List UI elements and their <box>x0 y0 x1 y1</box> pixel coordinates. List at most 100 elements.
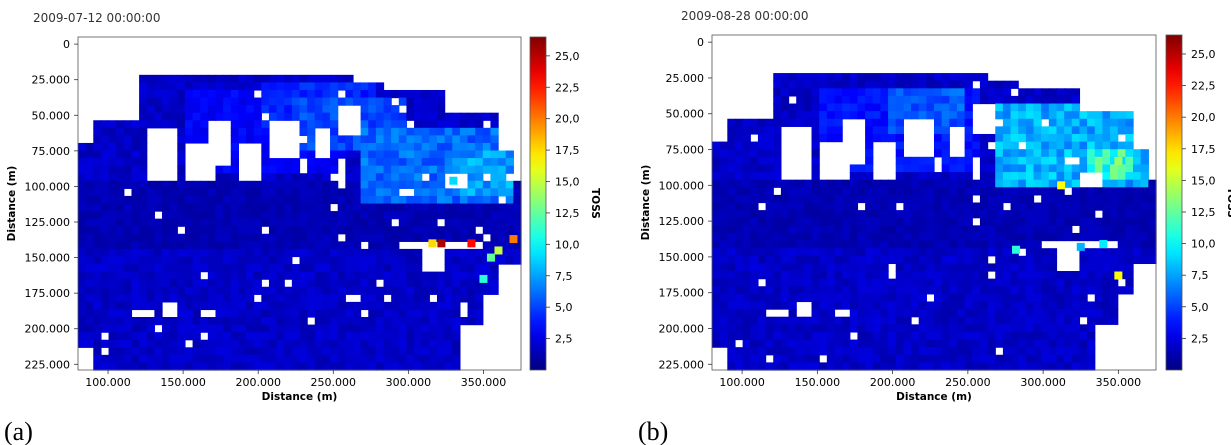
heatmap-cell <box>1048 88 1058 97</box>
heatmap-cell <box>1033 232 1042 242</box>
heatmap-cell <box>238 324 247 333</box>
heatmap-cell <box>995 309 1004 318</box>
heatmap-cell <box>888 179 897 188</box>
heatmap-cell <box>1064 149 1073 158</box>
heatmap-cell <box>345 226 354 235</box>
heatmap-cell <box>956 111 966 120</box>
heatmap-cell <box>330 362 339 371</box>
heatmap-cell <box>414 264 423 273</box>
heatmap-cell <box>1056 301 1065 310</box>
heatmap-cell <box>872 73 882 82</box>
heatmap-cell <box>1018 293 1027 303</box>
heatmap-cell <box>139 347 148 356</box>
heatmap-cell <box>513 188 522 197</box>
heatmap-cell <box>1148 225 1157 234</box>
heatmap-cell <box>375 354 385 364</box>
heatmap-cell <box>712 286 721 295</box>
heatmap-cell <box>757 339 767 348</box>
heatmap-cell <box>757 286 767 295</box>
heatmap-cell <box>78 195 87 205</box>
heatmap-cell <box>215 309 224 318</box>
heatmap-cell <box>375 89 385 99</box>
heatmap-cell <box>995 255 1004 265</box>
heatmap-cell <box>192 89 201 99</box>
heatmap-cell <box>398 150 408 159</box>
heatmap-cell <box>131 203 140 212</box>
heatmap-cell <box>773 88 782 97</box>
heatmap-cell <box>307 112 316 121</box>
heatmap-cell <box>1102 111 1111 120</box>
heatmap-cell <box>314 89 324 99</box>
heatmap-cell <box>895 263 904 272</box>
x-axis-label: Distance (m) <box>896 391 972 403</box>
colorbar-tick-label: 20,0 <box>1191 111 1216 124</box>
heatmap-cell <box>123 317 133 326</box>
heatmap-cell <box>1148 232 1157 242</box>
heatmap-cell <box>742 149 751 158</box>
heatmap-cell <box>834 202 843 211</box>
heatmap-cell <box>375 195 385 205</box>
heatmap-cell <box>865 118 874 127</box>
heatmap-cell <box>1048 263 1058 272</box>
heatmap-cell <box>398 97 408 106</box>
heatmap-cell <box>834 95 843 105</box>
heatmap-cell <box>941 293 950 303</box>
heatmap-cell <box>162 233 171 242</box>
heatmap-cell <box>796 339 805 348</box>
heatmap-cell <box>139 89 148 99</box>
heatmap-cell <box>421 294 430 303</box>
heatmap-cell <box>276 248 285 258</box>
heatmap-cell <box>490 233 499 242</box>
heatmap-cell <box>888 339 897 348</box>
heatmap-cell <box>1002 172 1012 181</box>
heatmap-cell <box>414 127 423 136</box>
heatmap-cell <box>482 248 492 258</box>
heatmap-cell <box>941 248 950 257</box>
heatmap-cell <box>116 142 125 152</box>
heatmap-cell <box>93 158 102 167</box>
heatmap-cell <box>154 347 163 356</box>
heatmap-cell <box>414 347 423 356</box>
heatmap-cell <box>299 120 308 129</box>
heatmap-cell <box>949 210 958 219</box>
heatmap-cell <box>1148 194 1157 204</box>
heatmap-cell <box>857 210 866 219</box>
heatmap-cell <box>177 173 186 182</box>
heatmap-cell <box>162 339 171 348</box>
heatmap-cell <box>429 173 438 182</box>
heatmap-cell <box>169 211 178 220</box>
heatmap-cell <box>949 194 958 204</box>
heatmap-cell <box>1002 156 1012 166</box>
heatmap-cell <box>307 271 316 280</box>
heatmap-cell <box>1025 141 1035 150</box>
colorbar-tick-label: 15,0 <box>1191 174 1216 187</box>
heatmap-cell <box>368 362 377 371</box>
heatmap-cell <box>1140 156 1149 166</box>
heatmap-cell <box>398 233 408 242</box>
heatmap-cell <box>803 316 813 325</box>
heatmap-cell <box>872 111 882 120</box>
heatmap-cell <box>459 279 469 288</box>
heatmap-cell <box>712 316 721 325</box>
heatmap-cell <box>1048 347 1058 356</box>
heatmap-cell <box>949 118 958 127</box>
heatmap-cell <box>169 362 178 371</box>
heatmap-cell <box>352 165 362 174</box>
heatmap-cell <box>177 256 186 265</box>
heatmap-cell <box>727 278 736 287</box>
heatmap-cell <box>352 142 362 152</box>
heatmap-cell <box>299 173 308 182</box>
heatmap-cell <box>100 120 110 129</box>
heatmap-cell <box>941 271 950 280</box>
heatmap-cell <box>734 232 744 242</box>
heatmap-cell <box>1133 217 1142 226</box>
heatmap-cell <box>131 256 140 265</box>
heatmap-cell <box>979 309 989 318</box>
heatmap-cell <box>1117 118 1126 127</box>
x-tick-label: 100.000 <box>719 376 765 389</box>
heatmap-cell <box>964 324 973 333</box>
heatmap-cell <box>964 141 973 150</box>
heatmap-cell <box>1133 232 1142 242</box>
heatmap-cell <box>734 225 744 234</box>
heatmap-cell <box>788 271 797 280</box>
